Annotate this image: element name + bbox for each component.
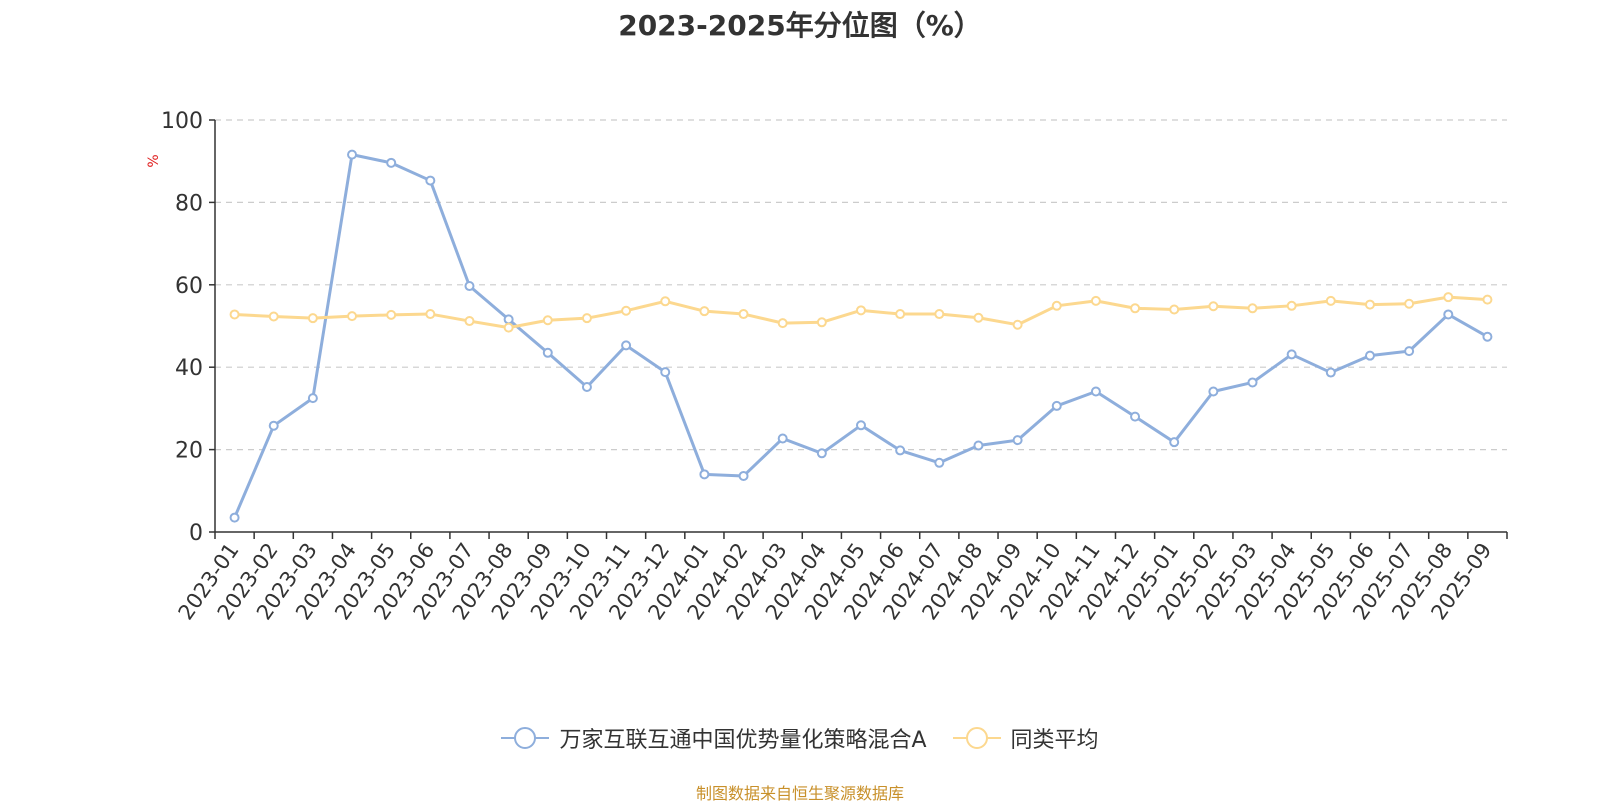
data-point-series-0 — [895, 445, 906, 456]
y-tick-label: 100 — [161, 109, 203, 134]
data-point-series-0 — [934, 457, 945, 468]
legend-label-peer-average: 同类平均 — [1010, 728, 1099, 753]
data-point-series-1 — [1247, 303, 1258, 314]
data-point-series-1 — [1130, 303, 1141, 314]
data-point-series-1 — [895, 309, 906, 320]
series-layer — [229, 149, 1493, 523]
data-point-series-0 — [307, 393, 318, 404]
data-point-series-1 — [1169, 304, 1180, 315]
data-point-series-0 — [816, 448, 827, 459]
data-point-series-1 — [581, 313, 592, 324]
data-point-series-0 — [229, 512, 240, 523]
data-point-series-1 — [464, 316, 475, 327]
data-point-series-0 — [1443, 309, 1454, 320]
data-point-series-0 — [1012, 435, 1023, 446]
data-point-series-1 — [1443, 292, 1454, 303]
data-point-series-1 — [268, 311, 279, 322]
data-point-series-0 — [1208, 386, 1219, 397]
data-point-series-0 — [386, 157, 397, 168]
data-point-series-1 — [660, 296, 671, 307]
data-point-series-0 — [268, 420, 279, 431]
data-point-series-0 — [1130, 411, 1141, 422]
legend-label-fund: 万家互联互通中国优势量化策略混合A — [559, 728, 927, 753]
data-point-series-1 — [621, 305, 632, 316]
data-point-series-0 — [699, 469, 710, 480]
data-point-series-0 — [1090, 386, 1101, 397]
y-tick-label: 20 — [175, 439, 203, 464]
legend-marker-peer-average — [952, 727, 1001, 749]
data-point-series-0 — [621, 340, 632, 351]
data-point-series-1 — [1090, 295, 1101, 306]
data-point-series-0 — [1325, 367, 1336, 378]
y-tick-label: 0 — [189, 521, 203, 546]
data-point-series-0 — [973, 440, 984, 451]
data-point-series-1 — [699, 306, 710, 317]
y-tick-label: 80 — [175, 191, 203, 216]
data-point-series-1 — [347, 311, 358, 322]
data-point-series-0 — [1404, 346, 1415, 357]
data-point-series-0 — [542, 347, 553, 358]
data-point-series-1 — [1364, 299, 1375, 310]
data-point-series-0 — [738, 470, 749, 481]
y-tick-label: 40 — [175, 356, 203, 381]
data-point-series-1 — [386, 309, 397, 320]
data-point-series-0 — [425, 175, 436, 186]
legend-item-peer-average[interactable]: 同类平均 — [952, 722, 1099, 754]
data-point-series-1 — [1404, 298, 1415, 309]
data-point-series-0 — [1051, 400, 1062, 411]
legend: 万家互联互通中国优势量化策略混合A 同类平均 — [0, 722, 1600, 754]
data-point-series-1 — [777, 318, 788, 329]
data-point-series-1 — [1325, 295, 1336, 306]
data-point-series-1 — [973, 312, 984, 323]
data-point-series-1 — [1208, 301, 1219, 312]
y-tick-label: 60 — [175, 274, 203, 299]
data-point-series-1 — [934, 309, 945, 320]
legend-marker-fund — [501, 727, 550, 749]
data-point-series-0 — [856, 420, 866, 431]
y-axis-label: % — [146, 154, 162, 167]
data-point-series-0 — [1364, 350, 1375, 361]
data-point-series-0 — [1482, 331, 1493, 342]
data-point-series-0 — [1169, 437, 1180, 448]
data-point-series-1 — [425, 309, 436, 320]
data-point-series-1 — [1482, 294, 1493, 305]
data-point-series-1 — [738, 309, 749, 320]
data-point-series-1 — [816, 317, 827, 328]
data-point-series-0 — [503, 314, 514, 325]
data-point-series-0 — [347, 149, 358, 160]
data-point-series-1 — [1286, 300, 1297, 311]
data-point-series-1 — [1051, 300, 1062, 311]
data-point-series-1 — [542, 315, 553, 326]
axis-layer: 0204060801002023-012023-022023-032023-04… — [161, 109, 1508, 624]
data-point-series-0 — [1247, 377, 1258, 388]
data-point-series-1 — [856, 305, 866, 316]
data-point-series-1 — [229, 309, 240, 320]
data-point-series-0 — [464, 281, 475, 292]
data-point-series-0 — [581, 381, 592, 392]
source-note: 制图数据来自恒生聚源数据库 — [695, 784, 904, 803]
data-point-series-0 — [660, 367, 671, 378]
data-point-series-0 — [777, 433, 788, 444]
data-point-series-1 — [503, 322, 514, 333]
series-line-0 — [233, 153, 1489, 519]
data-point-series-0 — [1286, 349, 1297, 360]
chart-title: 2023-2025年分位图（%） — [618, 9, 982, 42]
data-point-series-1 — [1012, 319, 1023, 330]
legend-item-fund[interactable]: 万家互联互通中国优势量化策略混合A — [501, 722, 927, 754]
data-point-series-1 — [307, 313, 318, 324]
